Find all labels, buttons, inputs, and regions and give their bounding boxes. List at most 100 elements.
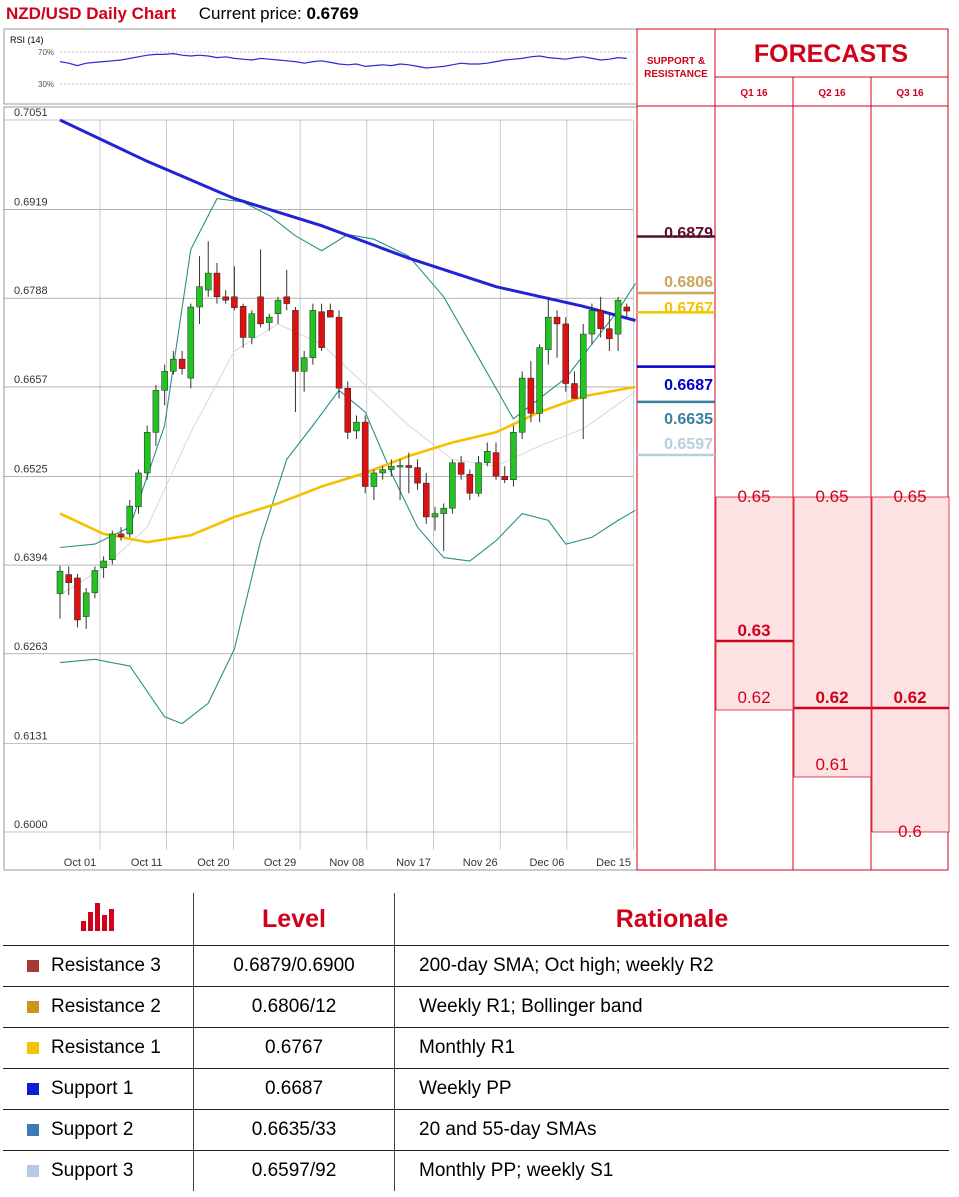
candle-body: [257, 296, 264, 325]
level-name: Resistance 2: [51, 995, 161, 1017]
table-row: Support 2 0.6635/33 20 and 55-day SMAs: [3, 1109, 949, 1151]
level-header: Level: [193, 893, 395, 946]
sma200-line: [59, 118, 636, 322]
candle-body: [222, 296, 229, 301]
sma55-line: [59, 385, 636, 544]
current-price-label: Current price:: [198, 4, 302, 23]
x-tick-label: Oct 11: [131, 857, 163, 869]
candle-body: [283, 296, 290, 304]
sr-level-value: 0.6687: [664, 377, 713, 394]
candle-body: [266, 316, 273, 323]
y-tick-label: 0.6919: [14, 196, 48, 208]
candle-body: [431, 513, 439, 518]
candle-body: [231, 296, 238, 308]
candle-body: [152, 390, 160, 433]
candle-body: [379, 469, 386, 474]
candle-body: [545, 316, 552, 350]
table-row: Support 3 0.6597/92 Monthly PP; weekly S1: [3, 1150, 949, 1191]
forecast-range: [715, 496, 794, 711]
level-swatch: [27, 1082, 39, 1095]
level-name-cell: Resistance 1: [3, 1027, 194, 1069]
candle-body: [213, 272, 221, 298]
forecast-value: 0.6: [898, 822, 922, 841]
table-row: Resistance 1 0.6767 Monthly R1: [3, 1027, 949, 1069]
candle-body: [623, 306, 631, 312]
quarter-header: Q1 16: [740, 88, 768, 99]
level-value: 0.6597/92: [193, 1150, 395, 1191]
sr-header-line: RESISTANCE: [644, 69, 708, 80]
forecast-value: 0.61: [815, 755, 848, 774]
forecast-value: 0.65: [737, 487, 770, 506]
level-value: 0.6879/0.6900: [193, 945, 395, 987]
chart-title: NZD/USD Daily Chart: [6, 4, 177, 23]
rsi-line: [59, 52, 627, 69]
candle-body: [109, 533, 116, 560]
candle-body: [405, 465, 413, 468]
bar-chart-icon: [3, 893, 194, 946]
rsi-70-label: 70%: [38, 48, 54, 57]
x-tick-label: Oct 01: [64, 857, 96, 869]
candle-body: [117, 533, 125, 537]
level-rationale: 200-day SMA; Oct high; weekly R2: [394, 945, 949, 987]
level-value: 0.6806/12: [193, 986, 395, 1028]
candle-body: [422, 482, 430, 518]
x-tick-label: Oct 29: [264, 857, 296, 869]
level-name-cell: Support 2: [3, 1109, 194, 1151]
level-swatch: [27, 1164, 39, 1177]
candle-body: [187, 306, 195, 379]
candle-body: [614, 299, 622, 335]
rsi-30-label: 30%: [38, 80, 54, 89]
level-rationale: Weekly R1; Bollinger band: [394, 986, 949, 1028]
candle-body: [82, 592, 90, 617]
candle-body: [353, 421, 360, 432]
forecast-value: 0.65: [815, 487, 848, 506]
x-tick-label: Nov 26: [463, 857, 498, 869]
candle-body: [457, 462, 465, 475]
forecast-value: 0.63: [737, 621, 770, 640]
sr-level-value: 0.6597: [664, 436, 713, 453]
forecast-value: 0.62: [815, 688, 848, 707]
forecast-value: 0.62: [893, 688, 926, 707]
y-tick-label: 0.6131: [14, 730, 48, 742]
candle-body: [248, 313, 256, 338]
sr-level-value: 0.6767: [664, 300, 713, 317]
level-name-cell: Resistance 2: [3, 986, 194, 1028]
y-tick-label: 0.6657: [14, 374, 48, 386]
candle-body: [178, 358, 186, 369]
candle-body: [135, 472, 142, 508]
y-tick-label: 0.6394: [14, 552, 48, 564]
candle-body: [196, 286, 203, 308]
level-name: Support 3: [51, 1159, 134, 1181]
level-rationale: Monthly PP; weekly S1: [394, 1150, 949, 1191]
candle-body: [396, 465, 404, 468]
candle-body: [388, 465, 395, 470]
candle-body: [501, 476, 508, 480]
x-tick-label: Dec 15: [596, 857, 631, 869]
table-row: Support 1 0.6687 Weekly PP: [3, 1068, 949, 1110]
candle-body: [91, 570, 99, 594]
candle-body: [370, 472, 378, 487]
candle-body: [536, 347, 543, 414]
level-swatch: [27, 1123, 39, 1136]
sr-level-value: 0.6879: [664, 225, 713, 242]
candle-body: [327, 310, 334, 318]
candle-body: [318, 311, 325, 348]
level-swatch: [27, 1041, 39, 1054]
candle-body: [414, 467, 421, 484]
candle-body: [492, 452, 500, 477]
y-tick-label: 0.7051: [14, 107, 48, 119]
candle-body: [440, 507, 447, 514]
forecast-value: 0.65: [893, 487, 926, 506]
level-name-cell: Support 1: [3, 1068, 194, 1110]
sma20-line: [59, 323, 636, 596]
x-tick-label: Oct 20: [197, 857, 229, 869]
levels-table-wrap: Level Rationale Resistance 3 0.6879/0.690…: [3, 893, 949, 1191]
x-tick-label: Nov 17: [396, 857, 431, 869]
candle-body: [484, 451, 491, 464]
candle-body: [170, 358, 177, 372]
candle-body: [300, 357, 308, 372]
current-price-value: 0.6769: [306, 4, 359, 23]
forecast-value: 0.62: [737, 688, 770, 707]
level-value: 0.6635/33: [193, 1109, 395, 1151]
bollinger-lower-line: [59, 389, 636, 725]
